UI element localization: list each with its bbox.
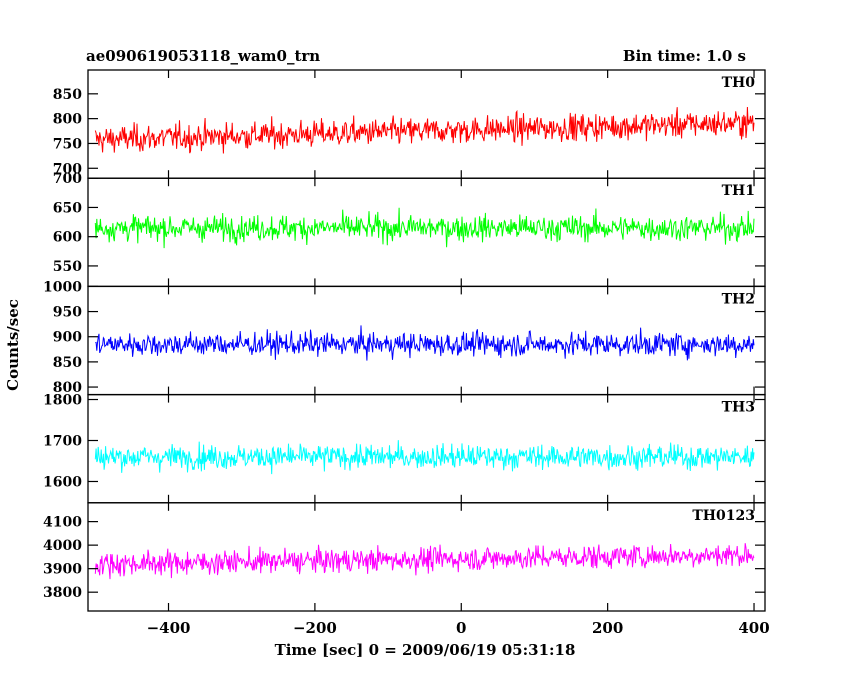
panel-th3: 1600 1700 1800 TH3: [43, 393, 766, 504]
y-tick-label: 800: [53, 112, 82, 128]
series-label: TH0123: [692, 508, 755, 524]
y-axis-label: Counts/sec: [4, 299, 22, 391]
series-label: TH0: [722, 75, 756, 91]
y-tick-label: 1000: [43, 279, 82, 295]
y-tick-label: 850: [53, 355, 82, 371]
x-axis-label: Time [sec] 0 = 2009/06/19 05:31:18: [275, 641, 576, 659]
series-label: TH3: [722, 400, 755, 416]
y-tick-label: 650: [53, 200, 82, 216]
y-tick-label: 700: [53, 171, 82, 187]
panels-group: 700 750 800 850 TH0 550 600 650 700 TH1 800 850 900 9…: [43, 69, 770, 637]
y-tick-label: 900: [53, 330, 82, 346]
panel-th1: 550 600 650 700 TH1: [53, 171, 766, 288]
panel-frame: [87, 502, 766, 612]
bin-time-label: Bin time: 1.0 s: [623, 47, 746, 65]
series-line-th2: [95, 325, 755, 361]
y-tick-label: 550: [53, 259, 82, 275]
y-tick-label: 4000: [43, 538, 82, 554]
y-tick-label: 950: [53, 305, 82, 321]
y-tick-label: 1700: [43, 434, 82, 450]
y-tick-label: 4100: [43, 515, 82, 531]
series-line-th3: [94, 440, 755, 475]
series-line-th1: [94, 207, 755, 249]
series-line-th0: [94, 106, 755, 154]
y-tick-label: 600: [53, 230, 82, 246]
series-label: TH2: [722, 291, 755, 307]
y-tick-label: 750: [53, 136, 82, 152]
x-tick-label: 0: [456, 619, 466, 637]
y-tick-label: 1600: [43, 474, 82, 490]
x-tick-label: 400: [738, 619, 769, 637]
x-tick-label: −400: [147, 619, 191, 637]
panel-th0: 700 750 800 850 TH0: [53, 69, 766, 179]
y-tick-label: 3900: [43, 562, 82, 578]
x-tick-label: 200: [592, 619, 623, 637]
panel-th0123: 3800 3900 4000 4100 TH0123: [43, 502, 766, 612]
chart-title: ae090619053118_wam0_trn: [86, 47, 320, 65]
y-tick-label: 3800: [43, 585, 82, 601]
y-tick-label: 700: [53, 161, 82, 177]
series-line-th0123: [94, 543, 755, 580]
x-tick-label: −200: [293, 619, 337, 637]
y-tick-label: 800: [53, 380, 82, 396]
y-tick-label: 1800: [43, 393, 82, 409]
panel-frame: [87, 393, 766, 504]
y-tick-label: 850: [53, 87, 82, 103]
panel-th2: 800 850 900 950 1000 TH2: [43, 279, 766, 396]
series-label: TH1: [722, 183, 755, 199]
